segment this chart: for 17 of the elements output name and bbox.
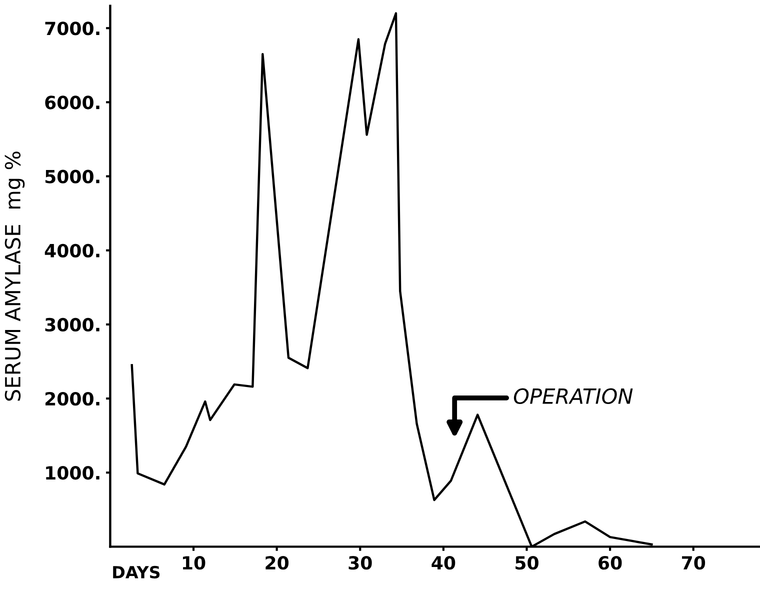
x-tick-label: 10 — [182, 556, 206, 570]
x-tick-label: 30 — [348, 556, 372, 570]
y-tick-label: 3000. — [45, 318, 100, 332]
y-tick-label: 6000. — [45, 96, 100, 110]
annotation: OPERATION — [514, 388, 633, 404]
x-tick-label: 20 — [266, 556, 289, 570]
y-tick-label: 4000. — [44, 244, 100, 258]
y-tick-label: 5000. — [45, 170, 100, 184]
x-tick-label: 50 — [516, 556, 538, 570]
x-tick-label: 40 — [432, 556, 456, 570]
x-tick-label: 60 — [598, 556, 622, 570]
y-tick-label: 7000. — [45, 22, 100, 36]
y-axis-title: SERUM AMYLASE mg % — [4, 152, 25, 401]
y-tick-label: 1000. — [46, 466, 100, 480]
y-tick-label: 2000. — [45, 392, 100, 406]
x-axis-title: DAYS — [113, 566, 160, 579]
x-tick-label: 70 — [682, 556, 706, 570]
